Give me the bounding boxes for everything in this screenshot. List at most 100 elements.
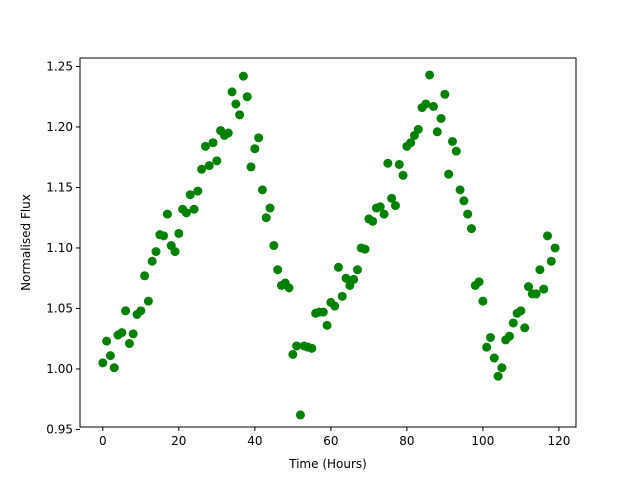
data-point	[539, 284, 549, 294]
data-point	[368, 216, 378, 226]
data-point	[459, 196, 469, 206]
data-point	[307, 343, 317, 353]
data-point	[523, 282, 533, 292]
data-point	[223, 128, 233, 138]
data-point	[143, 296, 153, 306]
data-point	[121, 306, 131, 316]
data-point	[200, 141, 210, 151]
data-point	[425, 70, 435, 80]
data-point	[341, 273, 351, 283]
y-tick-label: 1.05	[46, 301, 73, 315]
y-tick-label: 1.00	[46, 362, 73, 376]
y-axis-label: Normalised Flux	[19, 194, 33, 291]
data-point	[375, 202, 385, 212]
data-point	[379, 209, 389, 219]
data-point	[546, 256, 556, 266]
y-axis-ticks: 0.95 1.00 1.05 1.10 1.15 1.20 1.25	[46, 59, 80, 436]
data-point	[455, 185, 465, 195]
data-point	[535, 265, 545, 275]
data-points	[98, 70, 560, 420]
data-point	[227, 87, 237, 97]
data-point	[504, 331, 514, 341]
data-point	[478, 296, 488, 306]
data-point	[466, 224, 476, 234]
data-point	[246, 162, 256, 172]
data-point	[197, 164, 207, 174]
data-point	[105, 351, 115, 361]
x-tick-label: 100	[471, 434, 494, 448]
data-point	[406, 138, 416, 148]
data-point	[531, 289, 541, 299]
data-point	[330, 301, 340, 311]
data-point	[128, 329, 138, 339]
data-point	[493, 371, 503, 381]
data-point	[318, 307, 328, 317]
data-point	[151, 247, 161, 257]
data-point	[147, 256, 157, 266]
data-point	[447, 136, 457, 146]
data-point	[174, 228, 184, 238]
y-tick-label: 1.10	[46, 241, 73, 255]
plot-frame	[79, 57, 577, 428]
data-point	[231, 99, 241, 109]
data-point	[383, 158, 393, 168]
data-point	[181, 208, 191, 218]
y-tick-label: 1.25	[46, 59, 73, 73]
data-point	[489, 353, 499, 363]
x-tick-label: 0	[99, 434, 107, 448]
data-point	[193, 186, 203, 196]
data-point	[352, 265, 362, 275]
data-point	[238, 71, 248, 81]
data-point	[463, 209, 473, 219]
data-point	[189, 204, 199, 214]
data-point	[516, 306, 526, 316]
x-tick-label: 20	[171, 434, 186, 448]
data-point	[242, 92, 252, 102]
data-point	[170, 247, 180, 257]
data-point	[204, 161, 214, 171]
data-point	[117, 328, 127, 338]
data-point	[295, 410, 305, 420]
y-tick-label: 0.95	[46, 422, 73, 436]
data-point	[162, 209, 172, 219]
data-point	[140, 271, 150, 281]
x-tick-label: 80	[399, 434, 414, 448]
data-point	[349, 274, 359, 284]
data-point	[482, 342, 492, 352]
data-point	[185, 190, 195, 200]
data-point	[497, 363, 507, 373]
data-point	[273, 265, 283, 275]
y-tick-label: 1.15	[46, 180, 73, 194]
data-point	[360, 244, 370, 254]
data-point	[292, 341, 302, 351]
data-point	[235, 110, 245, 120]
data-point	[550, 243, 560, 253]
data-point	[432, 127, 442, 137]
data-point	[322, 320, 332, 330]
x-tick-label: 40	[247, 434, 262, 448]
data-point	[440, 89, 450, 99]
data-point	[102, 336, 112, 346]
data-point	[208, 138, 218, 148]
x-axis-label: Time (Hours)	[288, 457, 367, 471]
data-point	[265, 203, 275, 213]
data-point	[436, 113, 446, 123]
data-point	[451, 146, 461, 156]
data-point	[542, 231, 552, 241]
data-point	[474, 277, 484, 287]
data-point	[159, 231, 169, 241]
x-tick-label: 120	[547, 434, 570, 448]
data-point	[485, 332, 495, 342]
data-point	[520, 323, 530, 333]
data-point	[124, 339, 134, 349]
data-point	[444, 169, 454, 179]
data-point	[421, 99, 431, 109]
x-axis-ticks: 0 20 40 60 80 100 120	[99, 427, 570, 448]
data-point	[109, 363, 119, 373]
x-tick-label: 60	[323, 434, 338, 448]
data-point	[98, 358, 108, 368]
data-point	[284, 283, 294, 293]
data-point	[333, 262, 343, 272]
y-tick-label: 1.20	[46, 120, 73, 134]
data-point	[136, 306, 146, 316]
